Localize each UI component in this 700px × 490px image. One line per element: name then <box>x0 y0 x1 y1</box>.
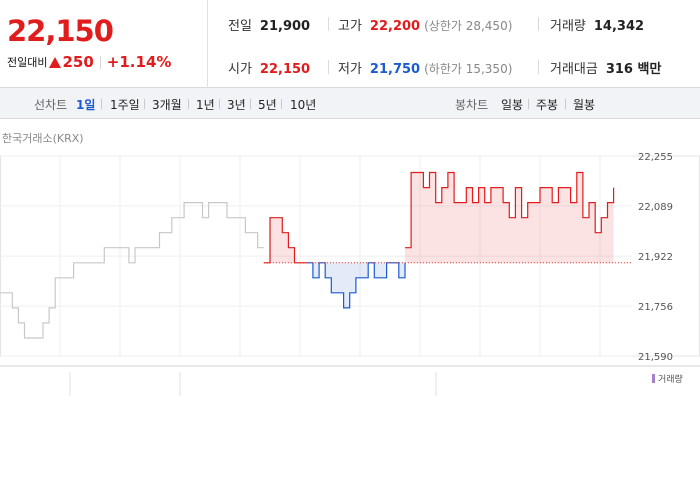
tab-3m[interactable]: 3개월 <box>152 98 182 112</box>
tab-daily[interactable]: 일봉 <box>501 98 524 112</box>
stat-label: 고가 <box>338 19 362 34</box>
stat-prev-close: 전일 21,900 <box>228 15 310 34</box>
volume-legend-label: 거래량 <box>658 375 683 385</box>
tab-5y[interactable]: 5년 <box>258 98 277 112</box>
tab-1d[interactable]: 1일 <box>76 98 96 112</box>
divider <box>328 17 329 31</box>
up-triangle-icon <box>49 56 62 68</box>
stat-label: 시가 <box>228 62 252 77</box>
volume-legend: 거래량 <box>652 372 683 385</box>
tab-1y[interactable]: 1년 <box>196 98 215 112</box>
stat-volume: 거래량 14,342 <box>550 15 644 34</box>
divider <box>144 99 145 109</box>
stat-label: 저가 <box>338 62 362 77</box>
stat-value: 21,900 <box>259 19 311 34</box>
price-chart: 한국거래소(KRX) 22,255 22,089 21,922 21,756 21,59… <box>0 120 700 490</box>
data-source: 한국거래소(KRX) <box>2 132 84 145</box>
divider <box>99 55 101 69</box>
stat-value: 316 백만 <box>605 62 662 77</box>
tab-monthly[interactable]: 월봉 <box>573 98 596 112</box>
tab-10y[interactable]: 10년 <box>290 98 317 112</box>
divider <box>328 60 329 74</box>
series-line-2 <box>306 262 406 309</box>
change-label: 전일대비 <box>7 56 48 69</box>
y-tick-label: 21,922 <box>638 252 673 263</box>
stat-label: 전일 <box>228 19 252 34</box>
tab-1w[interactable]: 1주일 <box>110 98 140 112</box>
current-price: 22,150 <box>7 14 114 48</box>
change-value: 250 <box>62 53 94 71</box>
divider <box>528 99 529 109</box>
stat-high: 고가 22,200 (상한가 28,450) <box>338 15 512 34</box>
candle-chart-label: 봉차트 <box>455 98 489 112</box>
stat-amount: 거래대금 316 백만 <box>550 58 661 77</box>
stat-label: 거래대금 <box>550 62 598 77</box>
chart-period-tabs: 선차트 1일 1주일 3개월 1년 3년 5년 10년 봉차트 일봉 주봉 월봉 <box>0 88 700 119</box>
series-line-0 <box>0 202 264 339</box>
series-line-1 <box>263 217 307 264</box>
tab-weekly[interactable]: 주봉 <box>536 98 559 112</box>
series-area-1 <box>263 217 307 263</box>
line-chart-label: 선차트 <box>34 98 68 112</box>
stat-value: 21,750 <box>369 62 421 77</box>
change-row: 전일대비 250 +1.14% <box>7 53 171 71</box>
divider <box>538 60 539 74</box>
change-percent: +1.14% <box>106 53 172 71</box>
y-tick-label: 21,756 <box>638 302 673 313</box>
stat-value: 22,200 <box>369 19 421 34</box>
divider <box>281 99 282 109</box>
lower-limit: (하한가 15,350) <box>424 62 513 76</box>
upper-limit: (상한가 28,450) <box>424 19 513 33</box>
divider <box>250 99 251 109</box>
divider <box>188 99 189 109</box>
divider <box>538 17 539 31</box>
price-chart-svg: 22,255 22,089 21,922 21,756 21,590 <box>0 152 700 396</box>
series-line-3 <box>405 171 615 249</box>
stat-open: 시가 22,150 <box>228 58 310 77</box>
stat-low: 저가 21,750 (하한가 15,350) <box>338 58 512 77</box>
volume-swatch <box>652 374 655 383</box>
stat-value: 14,342 <box>593 19 645 34</box>
y-tick-label: 22,255 <box>638 152 673 163</box>
y-tick-label: 21,590 <box>638 352 673 363</box>
quote-header: 22,150 전일대비 250 +1.14% 전일 21,900 고가 22,200… <box>0 0 700 88</box>
divider <box>565 99 566 109</box>
divider <box>219 99 220 109</box>
stat-label: 거래량 <box>550 19 586 34</box>
divider <box>101 99 102 109</box>
price-summary: 22,150 전일대비 250 +1.14% <box>0 0 208 88</box>
stat-value: 22,150 <box>259 62 311 77</box>
tab-3y[interactable]: 3년 <box>227 98 246 112</box>
y-tick-label: 22,089 <box>638 202 673 213</box>
